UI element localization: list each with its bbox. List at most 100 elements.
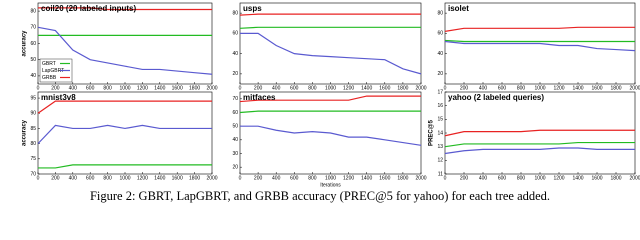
x-tick-label: 800 xyxy=(517,85,526,91)
y-tick-label: 60 xyxy=(30,41,36,47)
y-tick-label: 80 xyxy=(30,141,36,147)
y-tick-label: 70 xyxy=(30,25,36,31)
x-tick-label: 400 xyxy=(479,85,488,91)
y-tick-label: 40 xyxy=(437,51,443,57)
series-line xyxy=(37,124,212,145)
series-line xyxy=(37,100,212,114)
x-tick-label: 1400 xyxy=(361,175,372,181)
x-tick-label: 1000 xyxy=(534,175,545,181)
y-tick-label: 30 xyxy=(232,151,238,157)
x-tick-label: 600 xyxy=(86,85,95,91)
x-tick-label: 1400 xyxy=(154,85,165,91)
series-line xyxy=(444,129,635,137)
x-tick-label: 0 xyxy=(37,175,40,181)
series-line xyxy=(38,7,212,11)
x-tick-label: 400 xyxy=(272,175,281,181)
x-tick-label: 0 xyxy=(239,85,242,91)
series-line xyxy=(444,40,636,52)
x-tick-label: 200 xyxy=(254,85,263,91)
x-tick-label: 1400 xyxy=(154,175,165,181)
x-tick-label: 1600 xyxy=(172,85,183,91)
x-tick-label: 1400 xyxy=(361,85,372,91)
x-tick-label: 1600 xyxy=(379,85,390,91)
y-axis-label: accuracy xyxy=(22,30,28,57)
legend-label: GBRT xyxy=(42,61,56,67)
plot-area xyxy=(37,91,213,175)
y-tick-label: 20 xyxy=(232,164,238,170)
x-tick-label: 800 xyxy=(103,175,112,181)
y-tick-label: 90 xyxy=(30,111,36,117)
x-tick-label: 400 xyxy=(69,175,78,181)
series-line xyxy=(444,147,635,155)
chart-title: usps xyxy=(243,4,262,13)
series-line xyxy=(444,39,635,43)
y-tick-label: 20 xyxy=(437,71,443,77)
y-tick-label: 95 xyxy=(30,95,36,101)
x-tick-label: 1800 xyxy=(397,175,408,181)
x-tick-label: 1400 xyxy=(572,85,583,91)
plot-area xyxy=(239,2,422,85)
y-tick-label: 70 xyxy=(30,171,36,177)
series-line xyxy=(240,125,422,146)
x-tick-label: 2000 xyxy=(629,85,640,91)
x-tick-label: 1000 xyxy=(325,175,336,181)
chart-title: isolet xyxy=(448,4,469,13)
y-tick-label: 70 xyxy=(232,96,238,102)
figure: Figure 2: GBRT, LapGBRT, and GRBB accura… xyxy=(22,2,640,203)
series-line xyxy=(444,141,635,148)
x-tick-label: 1200 xyxy=(553,85,564,91)
x-tick-label: 0 xyxy=(239,175,242,181)
y-tick-label: 12 xyxy=(437,158,443,164)
x-tick-label: 400 xyxy=(272,85,281,91)
y-tick-label: 75 xyxy=(30,156,36,162)
x-tick-label: 400 xyxy=(479,175,488,181)
x-tick-label: 200 xyxy=(51,175,60,181)
plot-area xyxy=(444,91,636,175)
chart-title: coil20 (20 labeled inputs) xyxy=(41,4,136,13)
y-tick-label: 15 xyxy=(437,117,443,123)
x-tick-label: 2000 xyxy=(415,175,426,181)
y-tick-label: 60 xyxy=(232,31,238,37)
x-tick-label: 200 xyxy=(460,85,469,91)
x-tick-label: 1200 xyxy=(137,85,148,91)
x-tick-label: 600 xyxy=(290,85,299,91)
series-line xyxy=(37,26,213,75)
series-line xyxy=(38,164,212,169)
chart-title: yahoo (2 labeled queries) xyxy=(448,93,544,102)
x-tick-label: 1800 xyxy=(189,85,200,91)
x-tick-label: 0 xyxy=(37,85,40,91)
y-tick-label: 50 xyxy=(232,123,238,129)
y-tick-label: 60 xyxy=(232,110,238,116)
x-tick-label: 1800 xyxy=(397,85,408,91)
x-tick-label: 1800 xyxy=(189,175,200,181)
x-tick-label: 200 xyxy=(51,85,60,91)
x-tick-label: 800 xyxy=(517,175,526,181)
y-tick-label: 11 xyxy=(438,171,443,177)
y-axis-label: PREC@5 xyxy=(429,119,435,146)
caption: Figure 2: GBRT, LapGBRT, and GRBB accura… xyxy=(90,189,550,203)
x-tick-label: 2000 xyxy=(629,175,640,181)
y-tick-label: 20 xyxy=(232,71,238,77)
y-tick-label: 13 xyxy=(437,144,443,150)
series-line xyxy=(239,95,421,103)
legend-box xyxy=(39,58,73,83)
x-tick-label: 1000 xyxy=(119,175,130,181)
x-axis-label: Iterations xyxy=(320,182,341,188)
x-tick-label: 800 xyxy=(103,85,112,91)
x-tick-label: 1000 xyxy=(534,85,545,91)
y-tick-label: 60 xyxy=(437,31,443,37)
x-tick-label: 1400 xyxy=(572,175,583,181)
series-line xyxy=(240,32,422,75)
x-tick-label: 1200 xyxy=(137,175,148,181)
y-tick-label: 14 xyxy=(437,130,443,136)
x-tick-label: 1000 xyxy=(325,85,336,91)
x-tick-label: 0 xyxy=(444,175,447,181)
x-tick-label: 2000 xyxy=(206,85,217,91)
y-axis-label: accuracy xyxy=(22,119,28,146)
x-tick-label: 600 xyxy=(86,175,95,181)
x-tick-label: 2000 xyxy=(415,85,426,91)
y-tick-label: 85 xyxy=(30,126,36,132)
y-tick-label: 17 xyxy=(437,89,443,95)
legend-label: GRBB xyxy=(42,75,57,81)
x-tick-label: 1600 xyxy=(591,85,602,91)
